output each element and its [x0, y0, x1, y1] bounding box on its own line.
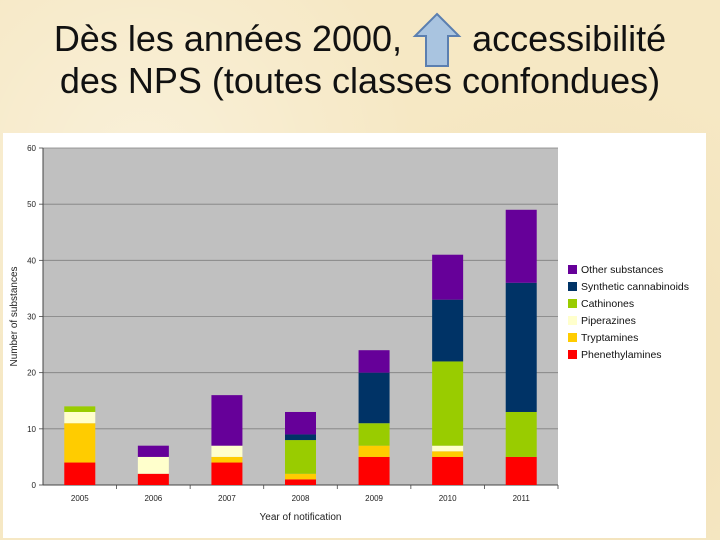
legend-swatch: [568, 316, 577, 325]
bar-segment: [358, 350, 390, 373]
x-tick-label: 2005: [71, 494, 89, 503]
y-tick-label: 20: [27, 369, 36, 378]
bar-segment: [64, 406, 96, 412]
bar-segment: [432, 254, 464, 300]
legend-item: Tryptamines: [568, 329, 689, 346]
bar-segment: [432, 456, 464, 485]
legend-item: Phenethylamines: [568, 346, 689, 363]
bar-segment: [505, 456, 537, 485]
title-line-1-end: accessibilité: [472, 18, 667, 59]
legend-label: Piperazines: [581, 314, 636, 327]
bar-segment: [432, 445, 464, 452]
legend-label: Cathinones: [581, 297, 635, 310]
title-line-2: des NPS (toutes classes confondues): [59, 60, 661, 101]
bar-segment: [64, 411, 96, 424]
bar-segment: [211, 445, 243, 457]
legend-item: Other substances: [568, 261, 689, 278]
legend-label: Tryptamines: [581, 331, 639, 344]
title-line-1: Dès les années 2000, accessibilité: [0, 13, 720, 68]
bar-segment: [505, 282, 537, 412]
bar-segment: [137, 456, 169, 474]
bar-segment: [285, 473, 316, 480]
bar-segment: [285, 434, 316, 441]
legend-label: Other substances: [581, 263, 664, 276]
bar-segment: [432, 451, 464, 457]
bar-segment: [505, 411, 537, 457]
y-tick-label: 10: [27, 425, 36, 434]
slide-title: Dès les années 2000, accessibilité des N…: [0, 13, 720, 102]
bar-segment: [211, 395, 243, 446]
y-tick-label: 50: [27, 200, 36, 209]
y-tick-label: 60: [27, 144, 36, 153]
x-tick-label: 2011: [513, 494, 531, 503]
legend-item: Piperazines: [568, 312, 689, 329]
chart-panel: 0 10 20 30 40 50 60 2005 2006 2007 2008 2009 2010 201…: [3, 133, 706, 538]
x-tick-label: 2006: [144, 494, 162, 503]
title-line-1-start: Dès les années 2000,: [53, 18, 403, 59]
bar-segment: [505, 209, 537, 283]
legend-swatch: [568, 265, 577, 274]
y-tick-label: 40: [27, 256, 36, 265]
bar-segment: [64, 462, 96, 485]
bar-segment: [358, 456, 390, 485]
y-tick-label: 0: [32, 481, 37, 490]
chart-legend: Other substances Synthetic cannabinoids Ca…: [568, 261, 689, 363]
stacked-bar-chart: 0 10 20 30 40 50 60 2005 2006 2007 2008 2009 2010 201…: [9, 144, 559, 523]
arrow-slot: [412, 13, 462, 68]
legend-label: Synthetic cannabinoids: [581, 280, 689, 293]
bar-segment: [358, 372, 390, 424]
bar-segment: [432, 299, 464, 362]
up-arrow-icon: [412, 13, 462, 68]
legend-item: Synthetic cannabinoids: [568, 278, 689, 295]
y-axis-title: Number of substances: [9, 266, 20, 366]
bar-segment: [64, 423, 96, 463]
bar-segment: [285, 479, 316, 485]
bar-segment: [211, 456, 243, 463]
x-tick-label: 2010: [439, 494, 457, 503]
bar-segment: [358, 423, 390, 446]
bar-segment: [137, 473, 169, 485]
legend-swatch: [568, 299, 577, 308]
bar-segment: [285, 411, 316, 435]
legend-label: Phenethylamines: [581, 348, 662, 361]
y-tick-label: 30: [27, 313, 36, 322]
x-tick-label: 2007: [218, 494, 236, 503]
bar-segment: [137, 445, 169, 457]
x-tick-label: 2009: [365, 494, 383, 503]
legend-item: Cathinones: [568, 295, 689, 312]
x-tick-label: 2008: [292, 494, 310, 503]
legend-swatch: [568, 282, 577, 291]
bar-segment: [285, 440, 316, 474]
x-axis-title: Year of notification: [260, 512, 342, 523]
legend-swatch: [568, 350, 577, 359]
bar-segment: [432, 361, 464, 446]
legend-swatch: [568, 333, 577, 342]
bar-segment: [358, 445, 390, 457]
bar-segment: [211, 462, 243, 485]
